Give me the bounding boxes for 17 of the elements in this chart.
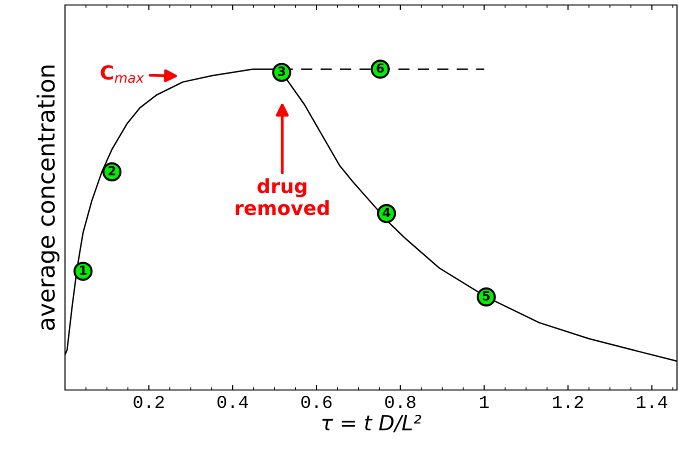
annotation: 2 — [108, 166, 116, 176]
x-tick-label: 1 — [480, 396, 489, 408]
x-tick-label: 1.2 — [553, 396, 583, 408]
annotation: C$_{max}$ — [100, 65, 144, 83]
x-axis-title: τ = t D/L² — [322, 414, 422, 432]
annotation: 5 — [482, 291, 490, 301]
x-tick-label: 0.4 — [218, 396, 248, 408]
annotation: 4 — [382, 208, 390, 217]
annotation: drug removed — [236, 178, 329, 216]
annotation: 3 — [278, 66, 286, 76]
annotation: 1 — [80, 266, 87, 275]
x-tick-label: 0.6 — [301, 396, 332, 408]
x-tick-label: 1.4 — [636, 396, 668, 408]
y-axis-title: average concentration — [36, 66, 60, 330]
x-tick-label: 0.2 — [134, 396, 164, 408]
annotation: 6 — [376, 63, 384, 73]
x-tick-label: 0.8 — [385, 396, 416, 408]
